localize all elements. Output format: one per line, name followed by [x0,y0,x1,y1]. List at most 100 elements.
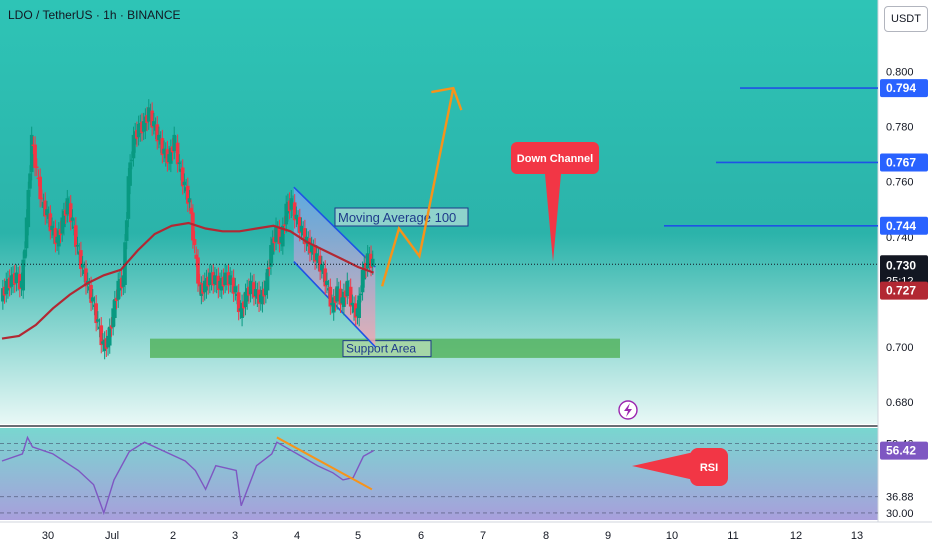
candle-body [152,121,156,127]
candle-body [128,162,132,186]
price-tick-label: 0.700 [886,342,914,354]
candle-body [231,277,236,294]
price-tick-label: 0.740 [886,232,914,244]
candle-body [240,302,244,318]
time-tick-label: 6 [418,530,424,542]
candle-body [94,303,98,324]
candle-body [74,225,78,247]
candle-body [357,295,361,318]
candle-body [320,264,324,271]
rsi-value-badge [880,441,928,460]
candle-body [185,185,190,204]
candle-body [303,228,307,245]
candle-body [28,173,32,189]
time-axis [0,522,932,550]
candle-body [124,220,129,241]
rsi-callout: RSI [632,448,728,486]
candle-body [180,167,185,187]
candle-body [45,209,49,216]
candle-body [50,225,54,230]
candle-body [359,293,363,296]
candle-body [26,189,31,228]
candle-body [43,200,48,217]
candle-body [80,264,85,268]
candle-body [277,228,282,245]
candle-body [338,288,343,305]
candle-body [370,258,375,267]
candle-body [62,211,66,228]
price-tick-label: 0.760 [886,177,914,189]
candle-body [350,302,355,306]
time-tick-label: 7 [480,530,486,542]
candle-body [84,268,88,287]
target-level-badge [880,153,928,172]
candle-body [48,213,53,232]
projection-path [380,87,455,287]
candle-body [175,142,180,165]
time-tick-label: 5 [355,530,361,542]
candle-body [284,203,289,225]
rsi-line [1,435,374,516]
candle-body [292,202,297,221]
time-tick-label: 10 [666,530,678,542]
candle-body [70,217,75,221]
candle-body [79,250,83,269]
current-price-badge [880,255,928,290]
candle-body [236,292,241,313]
candle-body [21,259,26,291]
candle-body [233,286,238,293]
price-tick-label: 0.780 [886,122,914,134]
candle-body [192,239,197,246]
time-tick-label: 3 [232,530,238,542]
candle-body [294,214,299,219]
candle-body [270,238,275,255]
candle-body [267,267,272,270]
candle-body [157,134,161,140]
current-price-label: 0.730 [886,258,916,272]
candle-body [107,326,112,346]
target-level-badge [880,216,928,235]
target-level-badge [880,79,928,98]
candle-body [328,286,333,307]
candle-body [53,228,58,245]
candle-body [182,181,187,185]
candle-body [34,166,39,169]
rsi-callout-text: RSI [700,462,718,474]
moving-average-text: Moving Average 100 [338,210,456,225]
price-tick-label: 0.800 [886,67,914,79]
currency-button[interactable]: USDT [884,6,928,32]
candle-body [197,282,202,287]
candle-body [323,268,328,287]
candle-body [177,162,182,164]
candle-body [281,225,285,247]
candle-body [362,264,367,280]
candle-body [126,176,131,219]
rsi-tick-label: 56.42 [886,444,916,458]
time-tick-label: 11 [727,530,738,542]
target-level-label: 0.794 [886,81,916,95]
rsi-pane-background [0,428,878,520]
candle-body [38,176,42,200]
candle-body [24,217,29,249]
candle-body [348,286,353,307]
candle-body [314,253,319,261]
candle-body [23,249,27,259]
ma-value-label: 0.727 [886,284,916,298]
ma-value-badge [880,281,928,300]
candle-body [318,255,322,272]
time-tick-label: 2 [170,530,176,542]
time-tick-label: 4 [294,530,300,542]
time-tick-label: 30 [42,530,54,542]
candle-body [282,224,287,226]
time-tick-label: 8 [543,530,549,542]
candle-body [40,197,44,200]
candle-body [155,124,160,142]
candle-body [89,284,93,303]
price-tick-label: 0.680 [886,397,914,409]
candle-body [113,299,117,318]
candle-body [189,207,193,214]
candle-body [96,319,100,322]
candle-body [160,138,165,156]
